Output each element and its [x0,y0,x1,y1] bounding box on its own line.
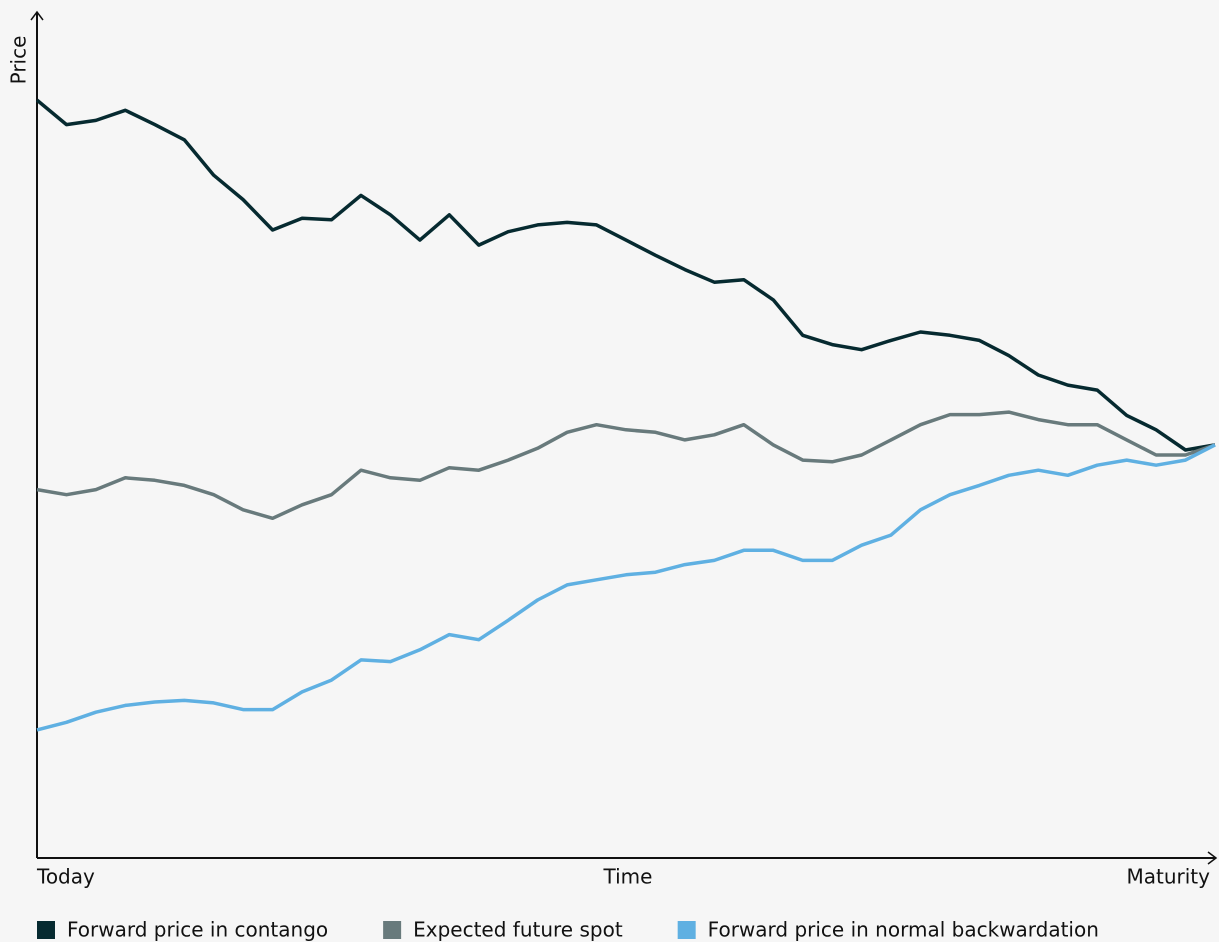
legend-swatch [677,921,696,939]
y-axis-label: Price [7,36,31,85]
legend-label: Expected future spot [413,918,623,942]
legend-swatch [37,921,55,939]
legend-label: Forward price in normal backwardation [708,918,1099,942]
x-tick-label: Today [36,865,95,889]
series-line [35,98,1216,452]
series-line [36,410,1216,521]
x-axis-arrow [1207,851,1218,865]
legend-swatch [383,921,402,939]
x-tick-label: Maturity [1127,865,1211,889]
series-line [36,443,1216,732]
y-axis-arrow [30,10,44,21]
legend-label: Forward price in contango [67,918,328,942]
x-axis-label: Time [603,865,653,889]
